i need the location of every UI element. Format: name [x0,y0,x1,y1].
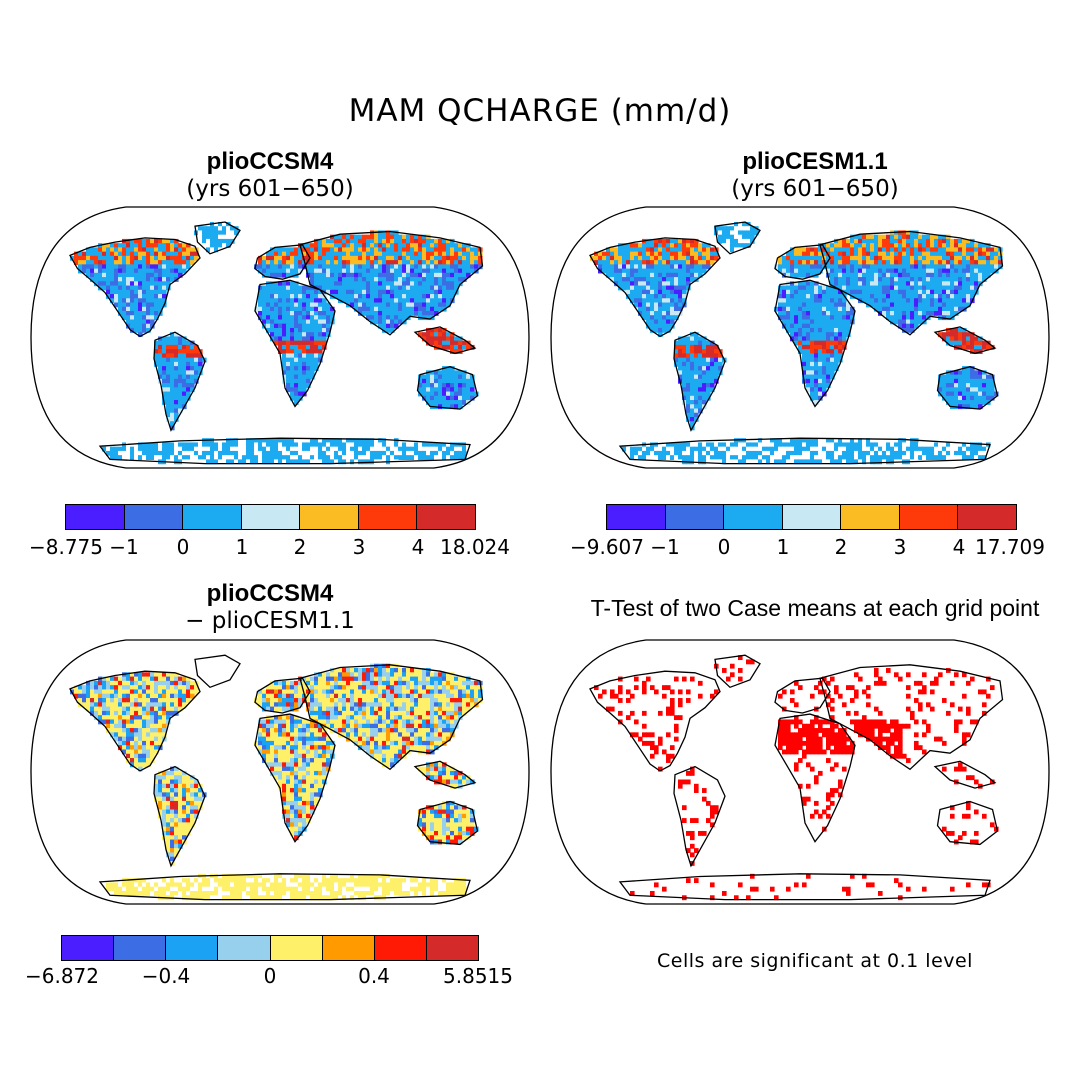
coastline [933,326,997,355]
tick-label: 17.709 [975,535,1045,559]
coastline [774,677,831,714]
colorbar-swatch [322,936,375,960]
colorbar-swatch [114,936,167,960]
map-panel-2 [550,206,1050,469]
tick-label: 0 [717,535,731,559]
colorbar-swatch [374,936,427,960]
panel-2-subtitle: (yrs 601−650) [731,176,899,202]
colorbar-swatch [841,505,900,529]
map-frame [550,639,1050,905]
coastline [618,437,991,465]
coastline [194,654,241,689]
coastline [936,366,999,410]
significance-note: Cells are significant at 0.1 level [657,950,973,972]
colorbar-swatch [270,936,323,960]
panel-1-title: plioCCSM4 [206,148,334,175]
coastline [819,664,1004,771]
colorbar-swatch [358,505,418,529]
colorbar-swatch [899,505,959,529]
colorbar-swatch [724,505,783,529]
map-field [70,221,483,465]
colorbar-swatch [218,936,271,960]
colorbar-swatch [241,505,301,529]
coastline [416,800,479,846]
colorbar-swatch [124,505,184,529]
tick-label: −8.775 [28,535,104,559]
colorbar-swatch [782,505,842,529]
coastline [153,765,206,868]
figure-title: MAM QCHARGE (mm/d) [348,93,732,129]
coastline [413,326,477,355]
tick-label: 4 [952,535,966,559]
map-panel-3 [30,639,530,905]
coastline [936,800,999,846]
tick-label: 2 [834,535,848,559]
panel-3-subtitle: − plioCESM1.1 [185,608,355,634]
tick-label: −1 [650,535,680,559]
coastline [933,760,997,789]
panel-4-title: T-Test of two Case means at each grid po… [590,595,1040,621]
coastline [714,221,761,255]
map-frame [550,206,1050,469]
map-panel-1 [30,206,530,469]
coastline [413,760,477,789]
colorbar-swatch [665,505,725,529]
tick-label: 4 [411,535,425,559]
map-field [590,221,1003,465]
coastline [194,221,241,255]
coastline [299,230,484,336]
colorbar-swatch [958,505,1017,529]
colorbar-swatch [66,505,125,529]
coastline [618,873,991,901]
colorbar-swatch [426,936,478,960]
map-field [594,655,999,901]
coastline [589,670,721,772]
coastline [774,244,831,280]
tick-label: 0 [263,964,277,988]
colorbar-swatch [166,936,219,960]
coastline [589,237,721,338]
tick-label: −6.872 [24,964,100,988]
coastline [416,366,479,410]
tick-label: 0 [176,535,190,559]
coastline [673,331,726,432]
map-frame [30,206,530,469]
coastline [254,244,311,280]
tick-label: 1 [235,535,249,559]
coastline [254,677,311,714]
coastline [98,437,471,465]
tick-label: 1 [776,535,790,559]
tick-label: 3 [893,535,907,559]
tick-label: −9.607 [569,535,645,559]
coastline [299,664,484,771]
map-panel-4 [550,639,1050,905]
panel-1-subtitle: (yrs 601−650) [186,176,354,202]
map-frame [30,639,530,905]
colorbar-swatch [183,505,242,529]
colorbar-swatch [417,505,476,529]
coastline [69,237,201,338]
colorbar-panel-3 [61,935,479,961]
tick-label: −0.4 [141,964,191,988]
tick-label: 0.4 [358,964,390,988]
colorbar-swatch [607,505,666,529]
colorbar-swatch [300,505,359,529]
coastline [714,654,761,689]
coastline [673,765,726,868]
coastline [819,230,1004,336]
panel-2-title: plioCESM1.1 [742,148,888,175]
tick-label: 5.8515 [443,964,513,988]
map-field [70,655,483,901]
coastline [69,670,201,772]
colorbar-swatch [62,936,115,960]
tick-label: 18.024 [440,535,510,559]
tick-label: 2 [293,535,307,559]
colorbar-panel-1 [65,504,476,530]
colorbar-panel-2 [606,504,1017,530]
panel-3-title: plioCCSM4 [206,580,334,607]
tick-label: 3 [352,535,366,559]
coastline [153,331,206,432]
tick-label: −1 [109,535,139,559]
coastline [98,873,471,901]
